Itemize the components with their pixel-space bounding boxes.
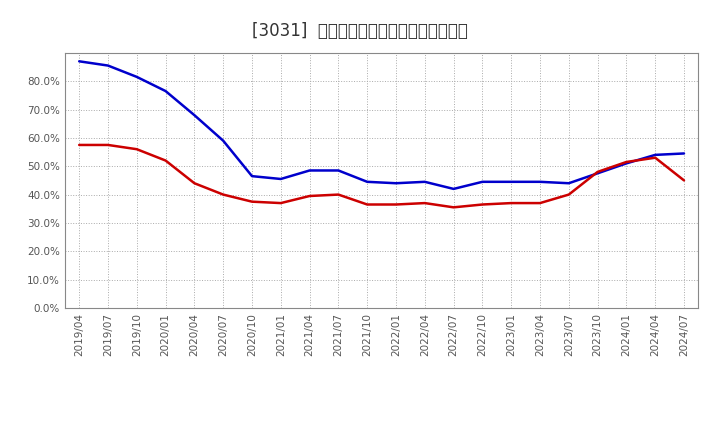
固定比率 bbox=[104, 63, 112, 68]
固定長期適合率 bbox=[75, 142, 84, 147]
固定比率 bbox=[536, 179, 544, 184]
固定比率 bbox=[420, 179, 429, 184]
固定比率 bbox=[680, 151, 688, 156]
固定比率 bbox=[449, 186, 458, 191]
固定比率 bbox=[132, 74, 141, 80]
固定長期適合率 bbox=[651, 155, 660, 160]
固定長期適合率 bbox=[564, 192, 573, 197]
固定比率 bbox=[248, 173, 256, 179]
固定長期適合率 bbox=[104, 142, 112, 147]
固定長期適合率 bbox=[363, 202, 372, 207]
Text: [3031]  固定比率、固定長期適合率の推移: [3031] 固定比率、固定長期適合率の推移 bbox=[252, 22, 468, 40]
固定長期適合率 bbox=[334, 192, 343, 197]
Line: 固定長期適合率: 固定長期適合率 bbox=[79, 145, 684, 207]
固定長期適合率 bbox=[219, 192, 228, 197]
固定長期適合率 bbox=[680, 178, 688, 183]
固定比率 bbox=[305, 168, 314, 173]
固定長期適合率 bbox=[420, 201, 429, 206]
固定比率 bbox=[219, 138, 228, 143]
固定比率 bbox=[363, 179, 372, 184]
固定長期適合率 bbox=[622, 159, 631, 165]
固定長期適合率 bbox=[190, 180, 199, 186]
固定長期適合率 bbox=[478, 202, 487, 207]
固定比率 bbox=[334, 168, 343, 173]
固定比率 bbox=[478, 179, 487, 184]
固定長期適合率 bbox=[161, 158, 170, 163]
固定長期適合率 bbox=[536, 201, 544, 206]
固定比率 bbox=[75, 59, 84, 64]
固定比率 bbox=[622, 161, 631, 166]
固定長期適合率 bbox=[132, 147, 141, 152]
固定長期適合率 bbox=[449, 205, 458, 210]
固定比率 bbox=[392, 180, 400, 186]
固定長期適合率 bbox=[392, 202, 400, 207]
固定長期適合率 bbox=[593, 169, 602, 175]
固定比率 bbox=[593, 171, 602, 176]
固定長期適合率 bbox=[276, 201, 285, 206]
固定長期適合率 bbox=[248, 199, 256, 204]
固定比率 bbox=[651, 152, 660, 158]
Line: 固定比率: 固定比率 bbox=[79, 61, 684, 189]
固定比率 bbox=[276, 176, 285, 182]
固定長期適合率 bbox=[305, 193, 314, 198]
固定比率 bbox=[190, 113, 199, 118]
固定比率 bbox=[161, 88, 170, 94]
固定比率 bbox=[507, 179, 516, 184]
固定比率 bbox=[564, 180, 573, 186]
固定長期適合率 bbox=[507, 201, 516, 206]
